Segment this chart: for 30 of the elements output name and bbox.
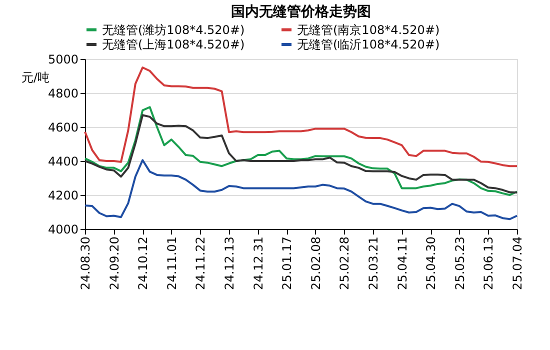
y-tick-label: 4000 (48, 222, 78, 236)
legend-label: 无缝管(临沂108*4.520#) (297, 38, 440, 52)
legend-label: 无缝管(南京108*4.520#) (297, 22, 440, 37)
line-series (84, 159, 518, 220)
x-tick-label: 24.12.31 (251, 236, 266, 290)
y-axis-title: 元/吨 (21, 70, 50, 84)
x-tick-label: 24.11.22 (194, 236, 208, 290)
x-tick-label: 25.02.08 (308, 236, 323, 290)
x-tick-label: 25.04.30 (424, 236, 438, 290)
chart-title: 国内无缝管价格走势图 (231, 4, 371, 20)
y-tick-label: 5000 (48, 52, 78, 66)
x-tick-label: 25.05.23 (452, 236, 467, 290)
x-tick-label: 24.12.13 (222, 236, 236, 290)
y-tick-label: 4200 (48, 188, 78, 202)
x-tick-label: 24.10.12 (136, 236, 150, 290)
x-tick-label: 25.04.11 (395, 236, 410, 290)
legend-label: 无缝管(上海108*4.520#) (102, 38, 245, 52)
x-tick-label: 25.03.21 (366, 236, 380, 290)
y-tick-label: 4600 (48, 120, 78, 134)
x-tick-label: 24.09.20 (107, 236, 122, 290)
x-tick-label: 25.07.04 (510, 236, 524, 290)
x-tick-label: 24.08.30 (78, 236, 92, 290)
x-tick-label: 25.01.17 (280, 236, 294, 290)
legend-label: 无缝管(潍坊108*4.520#) (102, 22, 245, 37)
y-tick-label: 4400 (48, 154, 78, 168)
line-series (84, 66, 518, 168)
y-tick-label: 4800 (48, 86, 78, 100)
x-tick-label: 25.06.13 (482, 236, 496, 290)
x-tick-label: 24.11.01 (164, 236, 179, 290)
x-tick-label: 25.02.28 (338, 236, 352, 290)
